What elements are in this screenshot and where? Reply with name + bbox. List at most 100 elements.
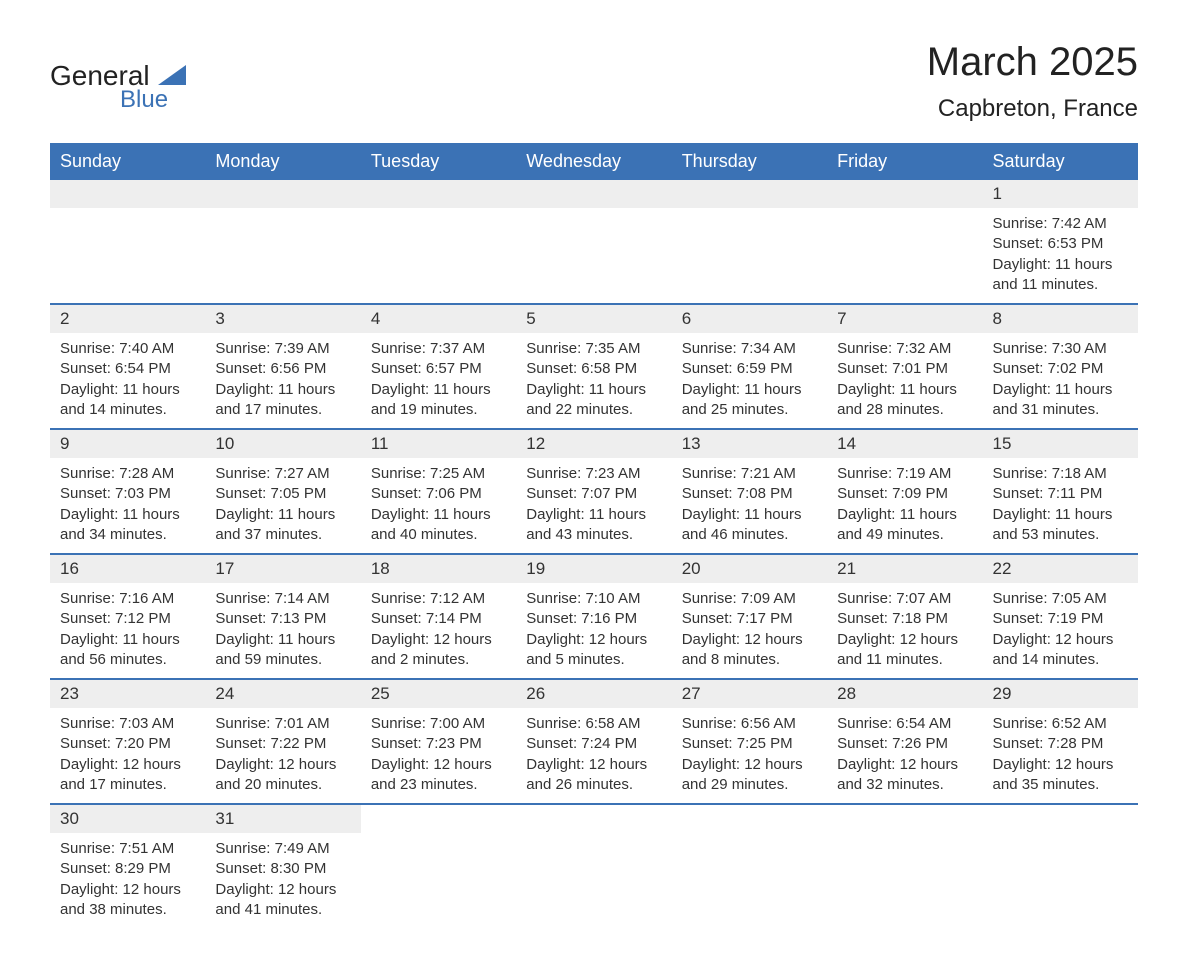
day-cell [983,805,1138,928]
day-cell: 4Sunrise: 7:37 AMSunset: 6:57 PMDaylight… [361,305,516,428]
day-content: Sunrise: 6:58 AMSunset: 7:24 PMDaylight:… [516,708,671,803]
daylight-text-2: and 35 minutes. [993,775,1128,795]
day-content: Sunrise: 7:07 AMSunset: 7:18 PMDaylight:… [827,583,982,678]
day-cell: 19Sunrise: 7:10 AMSunset: 7:16 PMDayligh… [516,555,671,678]
day-cell: 1Sunrise: 7:42 AMSunset: 6:53 PMDaylight… [983,180,1138,303]
sunrise-text: Sunrise: 7:23 AM [526,464,661,484]
day-header-tuesday: Tuesday [361,143,516,180]
day-header-saturday: Saturday [983,143,1138,180]
day-content: Sunrise: 7:32 AMSunset: 7:01 PMDaylight:… [827,333,982,428]
day-number: 8 [983,305,1138,333]
daylight-text-2: and 19 minutes. [371,400,506,420]
daylight-text-2: and 23 minutes. [371,775,506,795]
sunrise-text: Sunrise: 7:40 AM [60,339,195,359]
day-header-wednesday: Wednesday [516,143,671,180]
logo-text-blue: Blue [120,86,168,114]
daylight-text-2: and 40 minutes. [371,525,506,545]
day-cell: 21Sunrise: 7:07 AMSunset: 7:18 PMDayligh… [827,555,982,678]
daylight-text-1: Daylight: 11 hours [371,380,506,400]
day-content: Sunrise: 7:27 AMSunset: 7:05 PMDaylight:… [205,458,360,553]
day-content-empty [516,208,671,288]
day-content: Sunrise: 7:21 AMSunset: 7:08 PMDaylight:… [672,458,827,553]
sunrise-text: Sunrise: 7:42 AM [993,214,1128,234]
day-cell: 10Sunrise: 7:27 AMSunset: 7:05 PMDayligh… [205,430,360,553]
calendar: Sunday Monday Tuesday Wednesday Thursday… [50,143,1138,928]
daylight-text-1: Daylight: 12 hours [993,630,1128,650]
daylight-text-1: Daylight: 12 hours [60,755,195,775]
daylight-text-1: Daylight: 11 hours [371,505,506,525]
day-number [827,180,982,208]
day-number: 24 [205,680,360,708]
daylight-text-1: Daylight: 11 hours [682,505,817,525]
day-cell: 17Sunrise: 7:14 AMSunset: 7:13 PMDayligh… [205,555,360,678]
sunset-text: Sunset: 7:24 PM [526,734,661,754]
day-cell: 20Sunrise: 7:09 AMSunset: 7:17 PMDayligh… [672,555,827,678]
day-content: Sunrise: 7:19 AMSunset: 7:09 PMDaylight:… [827,458,982,553]
day-number: 22 [983,555,1138,583]
day-number: 25 [361,680,516,708]
sunset-text: Sunset: 7:16 PM [526,609,661,629]
day-number: 30 [50,805,205,833]
daylight-text-1: Daylight: 12 hours [682,755,817,775]
day-content-empty [672,208,827,288]
sunset-text: Sunset: 7:20 PM [60,734,195,754]
day-content: Sunrise: 7:49 AMSunset: 8:30 PMDaylight:… [205,833,360,928]
day-cell [516,805,671,928]
day-cell: 3Sunrise: 7:39 AMSunset: 6:56 PMDaylight… [205,305,360,428]
location: Capbreton, France [927,95,1138,123]
day-number: 16 [50,555,205,583]
day-cell: 26Sunrise: 6:58 AMSunset: 7:24 PMDayligh… [516,680,671,803]
day-number: 4 [361,305,516,333]
day-content: Sunrise: 7:14 AMSunset: 7:13 PMDaylight:… [205,583,360,678]
day-number: 18 [361,555,516,583]
daylight-text-1: Daylight: 11 hours [60,505,195,525]
sunrise-text: Sunrise: 7:18 AM [993,464,1128,484]
day-content: Sunrise: 7:05 AMSunset: 7:19 PMDaylight:… [983,583,1138,678]
daylight-text-2: and 38 minutes. [60,900,195,920]
week-row: 30Sunrise: 7:51 AMSunset: 8:29 PMDayligh… [50,805,1138,928]
day-content: Sunrise: 7:25 AMSunset: 7:06 PMDaylight:… [361,458,516,553]
day-number [361,805,516,833]
day-cell [672,180,827,303]
day-number: 3 [205,305,360,333]
sunset-text: Sunset: 7:19 PM [993,609,1128,629]
day-header-monday: Monday [205,143,360,180]
day-cell: 11Sunrise: 7:25 AMSunset: 7:06 PMDayligh… [361,430,516,553]
day-content: Sunrise: 7:34 AMSunset: 6:59 PMDaylight:… [672,333,827,428]
sunrise-text: Sunrise: 6:58 AM [526,714,661,734]
daylight-text-1: Daylight: 11 hours [526,380,661,400]
day-header-thursday: Thursday [672,143,827,180]
week-row: 16Sunrise: 7:16 AMSunset: 7:12 PMDayligh… [50,555,1138,680]
sunset-text: Sunset: 7:18 PM [837,609,972,629]
day-content: Sunrise: 7:23 AMSunset: 7:07 PMDaylight:… [516,458,671,553]
day-number [516,180,671,208]
daylight-text-2: and 56 minutes. [60,650,195,670]
sunset-text: Sunset: 7:09 PM [837,484,972,504]
daylight-text-1: Daylight: 11 hours [215,630,350,650]
daylight-text-1: Daylight: 12 hours [682,630,817,650]
day-content: Sunrise: 7:40 AMSunset: 6:54 PMDaylight:… [50,333,205,428]
daylight-text-2: and 41 minutes. [215,900,350,920]
day-cell [827,805,982,928]
day-content-empty [361,208,516,288]
daylight-text-2: and 43 minutes. [526,525,661,545]
sunrise-text: Sunrise: 7:30 AM [993,339,1128,359]
day-number: 2 [50,305,205,333]
day-cell: 24Sunrise: 7:01 AMSunset: 7:22 PMDayligh… [205,680,360,803]
day-cell: 15Sunrise: 7:18 AMSunset: 7:11 PMDayligh… [983,430,1138,553]
daylight-text-1: Daylight: 11 hours [526,505,661,525]
day-number: 7 [827,305,982,333]
daylight-text-2: and 2 minutes. [371,650,506,670]
sunrise-text: Sunrise: 7:16 AM [60,589,195,609]
day-number: 31 [205,805,360,833]
daylight-text-2: and 20 minutes. [215,775,350,795]
sunset-text: Sunset: 8:29 PM [60,859,195,879]
day-number: 14 [827,430,982,458]
sunset-text: Sunset: 7:14 PM [371,609,506,629]
day-content: Sunrise: 7:42 AMSunset: 6:53 PMDaylight:… [983,208,1138,303]
day-number: 28 [827,680,982,708]
sunset-text: Sunset: 7:22 PM [215,734,350,754]
day-cell [361,180,516,303]
daylight-text-1: Daylight: 12 hours [371,755,506,775]
sunrise-text: Sunrise: 7:27 AM [215,464,350,484]
